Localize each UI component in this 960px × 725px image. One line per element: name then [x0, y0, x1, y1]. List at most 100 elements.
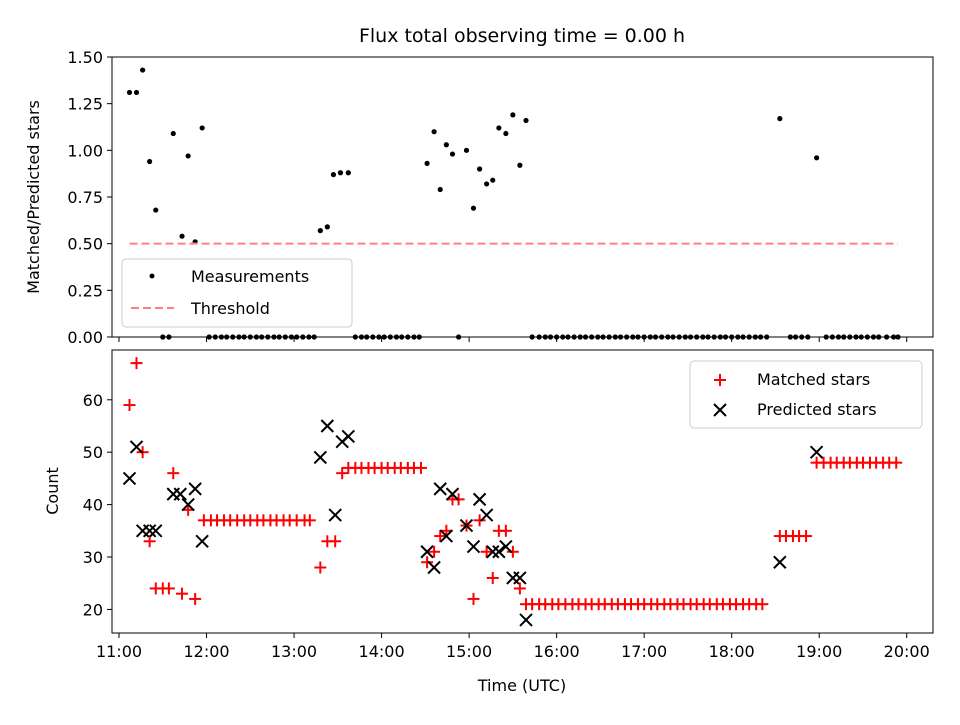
- measurement-point: [170, 130, 176, 137]
- matched-star-point: [189, 592, 202, 605]
- measurement-point: [126, 89, 133, 96]
- predicted-star-point: [149, 524, 163, 538]
- x-tick-label: 12:00: [183, 642, 229, 661]
- matched-star-point: [434, 530, 447, 543]
- measurement-point: [140, 67, 146, 73]
- predicted-star-point: [313, 450, 328, 465]
- top-axes-frame: [111, 56, 934, 338]
- measurement-point: [523, 117, 529, 124]
- predicted-star-point: [433, 482, 447, 496]
- matched-star-point: [329, 535, 342, 548]
- x-tick-label: 20:00: [884, 642, 930, 661]
- measurement-point: [517, 162, 523, 168]
- measurement-point: [330, 172, 337, 178]
- measurement-point: [510, 112, 516, 118]
- matched-star-point: [167, 467, 180, 480]
- predicted-star-point: [809, 445, 824, 459]
- x-tick-label: 18:00: [709, 642, 755, 661]
- measurement-point: [431, 129, 437, 135]
- top-legend: Measurements Threshold: [121, 258, 353, 328]
- matched-star-point: [486, 571, 499, 584]
- bottom-axis-ticks: 11:00 12:00 13:00 14:00 15:00 16:00 17:00 18:00…: [83, 391, 930, 661]
- matched-star-point: [480, 545, 493, 558]
- matched-star-point: [176, 587, 189, 600]
- matched-star-point: [499, 524, 512, 537]
- predicted-star-point: [459, 518, 474, 533]
- top-y-tick-label: 1.50: [67, 48, 103, 67]
- legend-measurements-label: Measurements: [191, 267, 309, 286]
- matched-star-point: [303, 514, 316, 527]
- matched-star-point: [143, 535, 156, 548]
- top-y-tick-label: 0.50: [67, 235, 103, 254]
- legend-threshold-label: Threshold: [190, 299, 270, 318]
- top-legend-box: [121, 258, 353, 328]
- matched-star-point: [123, 399, 136, 412]
- measurement-point: [449, 151, 456, 157]
- predicted-star-point: [499, 539, 513, 554]
- predicted-star-point: [519, 613, 533, 627]
- measurement-point: [147, 158, 153, 165]
- top-panel-ratio: 0.00 0.25 0.50 0.75 1.00 1.25 1.50 Matched/Pre…: [24, 48, 934, 347]
- bottom-y-tick-label: 60: [83, 391, 103, 410]
- measurement-point: [463, 147, 470, 153]
- predicted-star-point: [328, 508, 342, 522]
- measurement-point: [777, 116, 783, 122]
- measurement-point: [503, 130, 509, 137]
- matched-star-point: [336, 467, 349, 480]
- measurement-point: [443, 142, 449, 148]
- measurement-point: [317, 228, 323, 234]
- predicted-star-point: [466, 539, 481, 554]
- predicted-star-point: [472, 492, 487, 507]
- predicted-star-point: [427, 560, 441, 575]
- matched-star-point: [890, 456, 903, 469]
- legend-predicted-label: Predicted stars: [757, 400, 877, 419]
- measurement-point: [337, 170, 344, 176]
- matched-star-point: [756, 598, 769, 611]
- top-y-tick-label: 0.00: [67, 328, 103, 347]
- measurement-point: [199, 125, 205, 131]
- x-tick-label: 19:00: [796, 642, 842, 661]
- predicted-star-point: [479, 508, 494, 522]
- matched-star-point: [414, 461, 427, 474]
- predicted-star-point: [188, 482, 202, 496]
- measurement-point: [490, 177, 496, 183]
- top-y-tick-label: 0.25: [67, 281, 103, 300]
- legend-measurements-marker: [149, 273, 155, 279]
- measurement-point: [153, 207, 159, 213]
- measurement-point: [185, 153, 191, 159]
- x-tick-label: 14:00: [359, 642, 405, 661]
- measurement-point: [477, 166, 483, 172]
- predicted-star-point: [486, 545, 500, 559]
- predicted-star-point: [513, 571, 527, 585]
- top-y-tick-label: 0.75: [67, 188, 103, 207]
- measurement-point: [484, 181, 490, 187]
- matched-star-point: [473, 514, 486, 527]
- predicted-star-point: [122, 471, 137, 486]
- predicted-star-point: [195, 534, 209, 548]
- measurement-point: [496, 125, 502, 131]
- predicted-star-point: [341, 429, 356, 444]
- bottom-y-tick-label: 50: [83, 443, 103, 462]
- predicted-star-point: [445, 487, 460, 501]
- predicted-star-point: [773, 555, 787, 569]
- matched-star-point: [800, 530, 813, 543]
- x-tick-label: 17:00: [621, 642, 667, 661]
- bottom-legend: Matched stars Predicted stars: [689, 360, 923, 429]
- bottom-y-tick-label: 30: [83, 548, 103, 567]
- matched-star-point: [130, 357, 143, 370]
- predicted-star-point: [492, 545, 506, 559]
- measurement-point: [424, 160, 430, 166]
- bottom-axes-frame: [111, 349, 934, 634]
- matched-star-point: [513, 582, 526, 595]
- measurement-point: [345, 170, 351, 176]
- x-tick-label: 16:00: [534, 642, 580, 661]
- legend-matched-marker: [714, 374, 726, 386]
- chart-title: Flux total observing time = 0.00 h: [359, 25, 685, 47]
- bottom-y-tick-label: 40: [83, 496, 103, 515]
- predicted-star-point: [173, 487, 187, 501]
- x-axis-label: Time (UTC): [477, 676, 566, 695]
- top-y-tick-label: 1.25: [67, 95, 103, 114]
- measurement-point: [470, 205, 477, 211]
- x-tick-label: 11:00: [96, 642, 142, 661]
